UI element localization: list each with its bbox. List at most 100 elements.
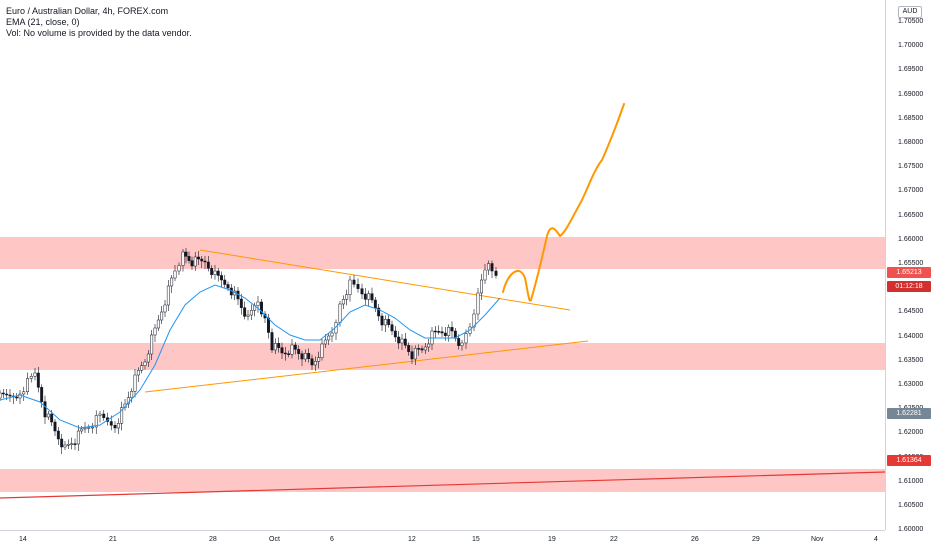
candle-body xyxy=(423,346,427,351)
candle-body xyxy=(50,413,54,423)
price-tick-label: 1.64500 xyxy=(898,308,924,316)
candle-body xyxy=(223,279,227,285)
time-tick-label: 12 xyxy=(408,536,416,543)
candle-body xyxy=(153,327,157,336)
time-tick-label: 4 xyxy=(874,536,878,543)
candle-body xyxy=(356,284,360,289)
candle-body xyxy=(94,415,98,428)
candle-body xyxy=(130,391,134,398)
chart-svg[interactable] xyxy=(0,0,885,530)
candle-body xyxy=(427,343,431,348)
support-zone[interactable] xyxy=(0,343,885,370)
candle-body xyxy=(46,413,50,418)
candle-body xyxy=(360,288,364,295)
candle-body xyxy=(380,315,384,326)
lower-wedge-line[interactable] xyxy=(144,340,589,393)
candle-body xyxy=(367,293,371,300)
candle-body xyxy=(313,361,317,366)
price-tick-label: 1.68500 xyxy=(898,114,924,122)
candle-body xyxy=(73,443,77,445)
candle-body xyxy=(307,353,311,359)
candle-body xyxy=(480,279,483,294)
candle-body xyxy=(410,351,414,360)
currency-badge[interactable]: AUD xyxy=(898,6,922,18)
time-tick-label: 22 xyxy=(610,536,618,543)
price-axis[interactable]: AUD 1.70500 1.70000 1.69500 1.69000 1.68500 1… xyxy=(885,0,932,534)
candle-body xyxy=(293,344,297,350)
candle-body xyxy=(345,294,349,300)
candle-body xyxy=(464,333,468,344)
candle-body xyxy=(270,332,274,351)
candle-body xyxy=(170,277,174,287)
candlestick-series xyxy=(0,248,498,454)
price-tick-label: 1.61000 xyxy=(898,477,924,485)
candle-body xyxy=(323,339,327,345)
time-tick-label: 6 xyxy=(330,536,334,543)
lower-zone[interactable] xyxy=(0,469,885,492)
support-resistance-zones xyxy=(0,237,885,492)
candle-body xyxy=(87,427,91,429)
ema-value-flag: 1.62281 xyxy=(887,408,931,419)
candle-body xyxy=(197,256,200,260)
candle-body xyxy=(43,401,47,418)
candle-body xyxy=(320,343,324,358)
price-tick-label: 1.67000 xyxy=(898,187,924,195)
candle-body xyxy=(177,265,181,272)
candle-body xyxy=(352,279,356,285)
candle-body xyxy=(327,335,331,341)
candle-body xyxy=(243,307,247,317)
projection-path[interactable] xyxy=(502,103,625,302)
candle-body xyxy=(239,298,243,308)
candle-body xyxy=(450,327,454,332)
price-tick-label: 1.69500 xyxy=(898,66,924,74)
candle-body xyxy=(397,336,401,344)
ema-line[interactable] xyxy=(0,284,501,429)
candle-body xyxy=(60,438,64,448)
countdown-flag: 01:12:18 xyxy=(887,281,931,292)
price-tick-label: 1.60000 xyxy=(898,526,924,534)
resistance-zone[interactable] xyxy=(0,237,885,269)
candle-body xyxy=(80,428,84,432)
candle-body xyxy=(249,310,253,316)
candle-body xyxy=(160,311,164,321)
red-trend-line[interactable] xyxy=(0,471,885,499)
candle-body xyxy=(0,392,2,399)
price-tick-label: 1.60500 xyxy=(898,502,924,509)
candle-body xyxy=(277,343,281,348)
time-tick-label: Oct xyxy=(269,536,280,543)
candle-body xyxy=(363,293,367,300)
upper-wedge-line[interactable] xyxy=(199,249,571,311)
candle-body xyxy=(40,387,44,402)
candle-body xyxy=(18,393,22,399)
candle-body xyxy=(338,303,342,323)
candle-body xyxy=(184,251,188,257)
volume-indicator-label[interactable]: Vol: No volume is provided by the data v… xyxy=(6,28,192,38)
price-tick-label: 1.70500 xyxy=(898,18,924,25)
candle-body xyxy=(317,357,321,362)
chart-canvas[interactable]: Euro / Australian Dollar, 4h, FOREX.com … xyxy=(0,0,885,530)
candle-body xyxy=(443,332,447,336)
candle-body xyxy=(210,268,214,275)
time-tick-label: 26 xyxy=(691,536,699,543)
candle-body xyxy=(163,304,167,313)
candle-body xyxy=(190,260,194,267)
candle-body xyxy=(300,353,304,360)
candle-body xyxy=(91,426,94,429)
candle-body xyxy=(341,299,345,305)
candle-body xyxy=(206,261,210,269)
ema-indicator-label[interactable]: EMA (21, close, 0) xyxy=(6,17,80,27)
candle-body xyxy=(413,348,417,360)
candle-body xyxy=(403,338,407,346)
candle-body xyxy=(187,256,191,261)
candle-body xyxy=(348,279,352,295)
candle-body xyxy=(487,263,490,271)
candle-body xyxy=(173,270,177,279)
candle-body xyxy=(447,327,451,336)
candle-body xyxy=(387,319,391,325)
candle-body xyxy=(483,269,487,281)
candle-body xyxy=(22,391,26,395)
candle-body xyxy=(393,330,397,338)
candle-body xyxy=(490,263,494,272)
time-axis[interactable]: 14 21 28 Oct 6 12 15 19 22 26 29 Nov 4 xyxy=(0,530,885,551)
price-tick-label: 1.65500 xyxy=(898,260,924,267)
